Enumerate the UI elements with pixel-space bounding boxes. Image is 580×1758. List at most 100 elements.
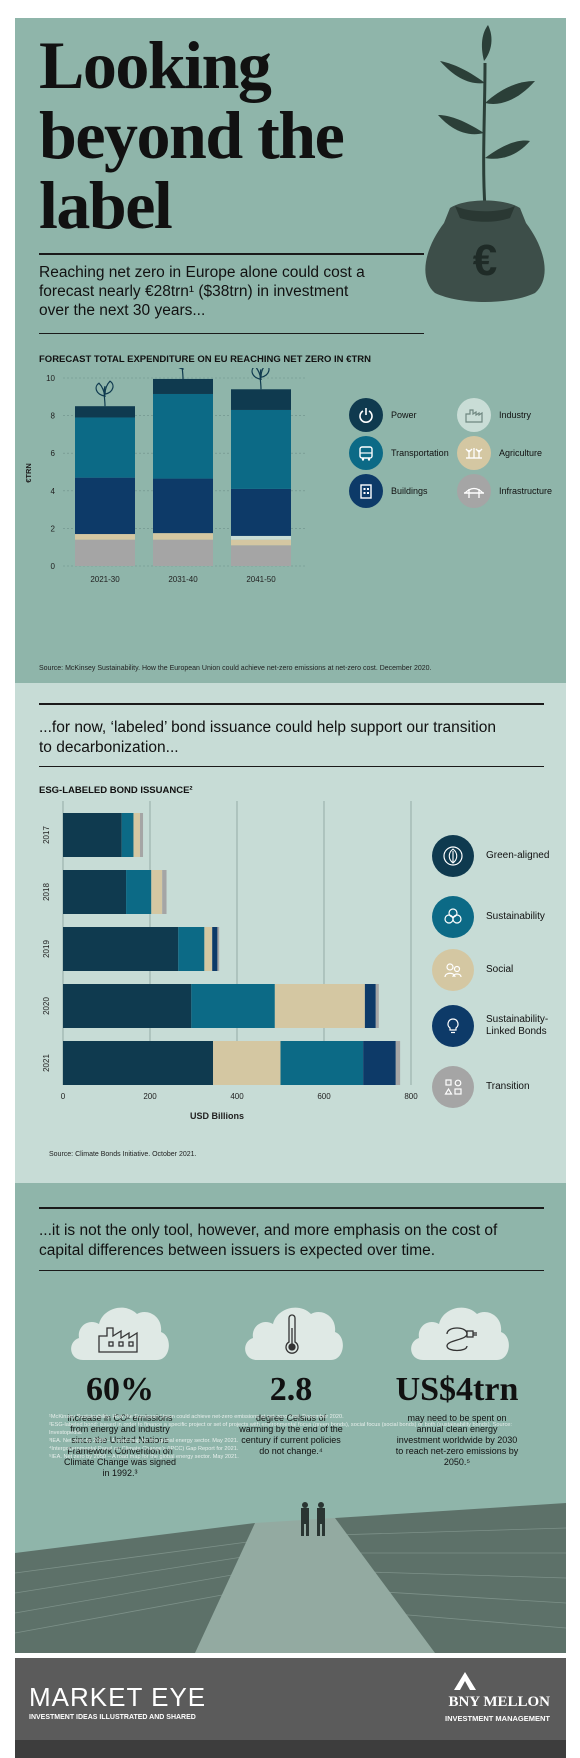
section-net-zero-cost: Looking beyond the label € Reaching net … [15, 18, 566, 683]
chart2-title: ESG-LABELED BOND ISSUANCE² [39, 785, 193, 796]
chart1-title: FORECAST TOTAL EXPENDITURE ON EU REACHIN… [39, 354, 371, 365]
bar-segment-transportation [231, 409, 291, 489]
bus-icon [349, 436, 383, 470]
y-tick-label: 2018 [42, 883, 51, 901]
x-tick-label: 0 [61, 1092, 66, 1101]
eu-net-zero-chart: 0 2 4 6 8 10 €TRN 2021-30 2031-40 2041-50 [24, 368, 305, 584]
bar-segment-sustainability [121, 813, 134, 857]
bar-segment-power [153, 378, 213, 394]
stat-text: degree Celsius of warming by the end of … [239, 1413, 343, 1456]
legend-label: Social [486, 964, 514, 975]
legend-label: Infrastructure [499, 486, 553, 496]
legend-power: Power [349, 398, 417, 432]
legend-sustainability-linked: Sustainability-Linked Bonds [432, 1005, 566, 1047]
stat-text: increase in CO² emissions from energy an… [63, 1413, 177, 1478]
footnotes: ¹McKinsey Sustainability. How the Europe… [49, 1413, 529, 1461]
bar-segment-agriculture [153, 533, 213, 540]
bar-segment-transition [162, 870, 167, 914]
bar-segment-transition [139, 813, 144, 857]
bar-segment-sustainability [126, 870, 152, 914]
shapes-icon [432, 1066, 474, 1108]
bar-segment-infrastructure [153, 539, 213, 566]
stat-value: US$4trn [395, 1371, 519, 1408]
bny-mellon-tagline: INVESTMENT MANAGEMENT [445, 1714, 550, 1723]
stat-emissions: 60% increase in CO² emissions from energ… [45, 1371, 195, 1479]
page-title: Looking beyond the label [39, 27, 345, 243]
bar-segment-sustainability-linked-bonds [212, 927, 218, 971]
y-tick-label: 0 [51, 562, 56, 571]
legend-label: Transportation [391, 448, 449, 458]
intro-text: Reaching net zero in Europe alone could … [39, 264, 365, 319]
divider [39, 703, 544, 705]
bar-segment-green-aligned [63, 813, 122, 857]
y-tick-label: 10 [46, 374, 55, 383]
x-tick-label: 200 [143, 1092, 157, 1101]
footer: MARKET EYE INVESTMENT IDEAS ILLUSTRATED … [15, 1658, 566, 1740]
sprout-icon [95, 380, 114, 407]
bar-segment-sustainability [191, 984, 275, 1028]
bar-segment-sustainability-linked-bonds [363, 1041, 396, 1085]
bar-segment-transportation [75, 417, 135, 478]
x-tick-label: 400 [230, 1092, 244, 1101]
cloud-thermometer-icon [245, 1307, 343, 1360]
stat-warming: 2.8 degree Celsius of warming by the end… [216, 1371, 366, 1457]
stat-value: 60% [86, 1371, 154, 1408]
market-eye-logo: MARKET EYE [29, 1682, 207, 1712]
bar-segment-green-aligned [63, 1041, 214, 1085]
bar-segment-buildings [231, 488, 291, 536]
divider [39, 253, 424, 255]
bar-segment-social [274, 984, 365, 1028]
chart1-source: Source: McKinsey Sustainability. How the… [39, 665, 432, 672]
x-axis-label: USD Billions [190, 1111, 244, 1121]
divider [39, 1270, 544, 1271]
people-icon [432, 949, 474, 991]
legend-label: Power [391, 410, 417, 420]
bar-segment-transition [217, 927, 220, 971]
footnote: ¹McKinsey Sustainability. How the Europe… [49, 1414, 344, 1420]
x-tick-label: 600 [317, 1092, 331, 1101]
cloud-plug-icon [411, 1307, 509, 1360]
x-tick-label: 800 [404, 1092, 418, 1101]
power-icon [349, 398, 383, 432]
factory-icon [98, 1327, 138, 1353]
bar-segment-agriculture [75, 534, 135, 540]
legend-sustainability: Sustainability [432, 896, 545, 938]
bar-segment-green-aligned [63, 927, 179, 971]
bar-segment-transportation [153, 393, 213, 479]
section2-lead: ...for now, ‘labeled’ bond issuance coul… [39, 719, 496, 756]
lightbulb-icon [432, 1005, 474, 1047]
legend-transportation: Transportation [349, 436, 449, 470]
bar-segment-buildings [75, 477, 135, 535]
recycle-icon [432, 896, 474, 938]
legend-transition: Transition [432, 1066, 530, 1108]
people-figures [301, 1502, 325, 1536]
bar-segment-power [75, 406, 135, 418]
legend-label: Buildings [391, 486, 428, 496]
bar-segment-buildings [153, 478, 213, 534]
section-bond-issuance: ...for now, ‘labeled’ bond issuance coul… [15, 683, 566, 1183]
footnote: ⁴Intergovernmental Panel on Climate Chan… [49, 1446, 239, 1452]
legend-industry: Industry [457, 398, 531, 432]
x-tick-label: 2031-40 [168, 575, 198, 584]
legend-label: Sustainability [486, 911, 545, 922]
svg-text:€: € [473, 236, 497, 285]
bar-segment-infrastructure [231, 545, 291, 566]
y-tick-label: 4 [51, 487, 56, 496]
legend-agriculture: Agriculture [457, 436, 542, 470]
divider [39, 1207, 544, 1209]
money-bag-plant-illustration: € [425, 25, 545, 302]
bar-segment-social [204, 927, 213, 971]
x-tick-label: 2021-30 [90, 575, 120, 584]
bar-segment-industry [231, 535, 291, 540]
leaf-icon [432, 835, 474, 877]
x-tick-label: 2041-50 [246, 575, 276, 584]
building-icon [349, 474, 383, 508]
legend-label: Agriculture [499, 448, 543, 458]
y-tick-label: 6 [51, 449, 56, 458]
factory-icon [457, 398, 491, 432]
section3-lead: ...it is not the only tool, however, and… [39, 1222, 498, 1259]
y-tick-label: 2017 [42, 826, 51, 844]
legend-green-aligned: Green-aligned [432, 835, 549, 877]
y-tick-label: 2019 [42, 940, 51, 958]
bar-segment-green-aligned [63, 984, 192, 1028]
